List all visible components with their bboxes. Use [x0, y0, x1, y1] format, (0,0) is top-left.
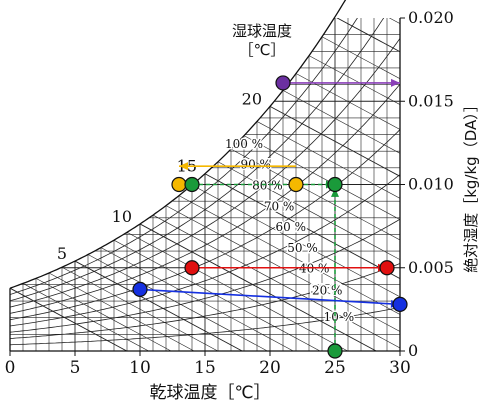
rh-label: 20 % — [312, 283, 343, 297]
wetbulb-line — [388, 18, 400, 24]
wetbulb-line — [217, 161, 400, 260]
x-tick-label: 10 — [129, 358, 151, 378]
rh-label: 80 % — [252, 178, 283, 192]
wetbulb-line — [87, 254, 268, 351]
process-arrow-head — [391, 78, 400, 87]
wetbulb-line — [61, 266, 218, 351]
wet-bulb-title: 湿球温度 — [232, 22, 292, 40]
state-point — [184, 260, 200, 276]
wetbulb-line — [256, 121, 400, 199]
state-point — [327, 176, 343, 193]
wet-bulb-unit: ［℃］ — [239, 41, 286, 59]
wetbulb-line — [243, 135, 400, 220]
rh-curve — [10, 38, 400, 308]
state-point — [275, 75, 291, 91]
wetbulb-line — [308, 55, 400, 105]
wetbulb-line — [321, 36, 400, 79]
x-tick-label: 5 — [70, 358, 81, 378]
rh-label: 10 % — [324, 310, 355, 324]
wetbulb-line — [74, 260, 243, 351]
x-tick-label: 20 — [259, 358, 281, 378]
state-point — [327, 343, 343, 359]
wetbulb-line — [282, 90, 400, 154]
wetbulb-line — [10, 287, 127, 351]
y-axis-label: 絶対湿度［kg/kg（DA）］ — [462, 97, 480, 273]
state-point — [132, 281, 148, 297]
y-tick-label: 0 — [408, 341, 418, 360]
y-tick-label: 0.020 — [408, 8, 454, 27]
state-points — [132, 75, 408, 359]
process-arrow-line — [139, 288, 401, 306]
rh-label: 100 % — [225, 137, 263, 151]
rh-label: 50 % — [287, 241, 318, 255]
state-point — [392, 296, 408, 312]
state-point — [184, 176, 200, 193]
state-point — [288, 176, 304, 193]
state-point — [379, 260, 395, 276]
rh-label: 40 % — [299, 262, 330, 276]
x-axis-label: 乾球温度［℃］ — [149, 383, 270, 403]
x-tick-label: 0 — [5, 358, 16, 378]
wetbulb-line — [269, 105, 400, 177]
wetbulb-line — [178, 195, 400, 315]
wetbulb-line — [113, 239, 321, 351]
wet-bulb-value-label: 10 — [112, 207, 132, 226]
chart-grid — [10, 18, 400, 351]
rh-curve — [10, 83, 400, 314]
wetbulb-line — [35, 278, 172, 351]
wetbulb-line — [191, 184, 400, 298]
x-tick-label: 15 — [194, 358, 216, 378]
wetbulb-line — [230, 148, 400, 241]
x-tick-label: 30 — [389, 358, 411, 378]
chart-labels: 05101520253000.0050.0100.0150.0205101520… — [5, 8, 454, 378]
rh-curve — [10, 174, 400, 327]
wetbulb-line — [204, 173, 400, 280]
wetbulb-line — [126, 232, 348, 351]
rh-label: 60 % — [276, 220, 307, 234]
process-arrow-head — [331, 187, 339, 197]
wetbulb-line — [100, 247, 294, 351]
saturation-curve — [9, 0, 347, 289]
wetbulb-line — [22, 283, 149, 351]
wetbulb-line — [139, 223, 377, 351]
y-tick-label: 0.015 — [408, 91, 454, 110]
y-tick-label: 0.005 — [408, 258, 454, 277]
wetbulb-line — [336, 18, 400, 53]
wetbulb-line — [152, 214, 400, 349]
state-point — [171, 176, 187, 193]
rh-curve — [10, 307, 400, 346]
rh-label: 90 % — [240, 158, 271, 172]
wet-bulb-value-label: 20 — [242, 89, 262, 108]
wetbulb-line — [165, 205, 400, 332]
process-arrow-head — [179, 162, 188, 171]
rh-label: 70 % — [264, 199, 295, 213]
wet-bulb-value-label: 5 — [57, 244, 67, 263]
x-tick-label: 25 — [324, 358, 346, 378]
wetbulb-line — [48, 272, 195, 351]
y-tick-label: 0.010 — [408, 175, 454, 194]
